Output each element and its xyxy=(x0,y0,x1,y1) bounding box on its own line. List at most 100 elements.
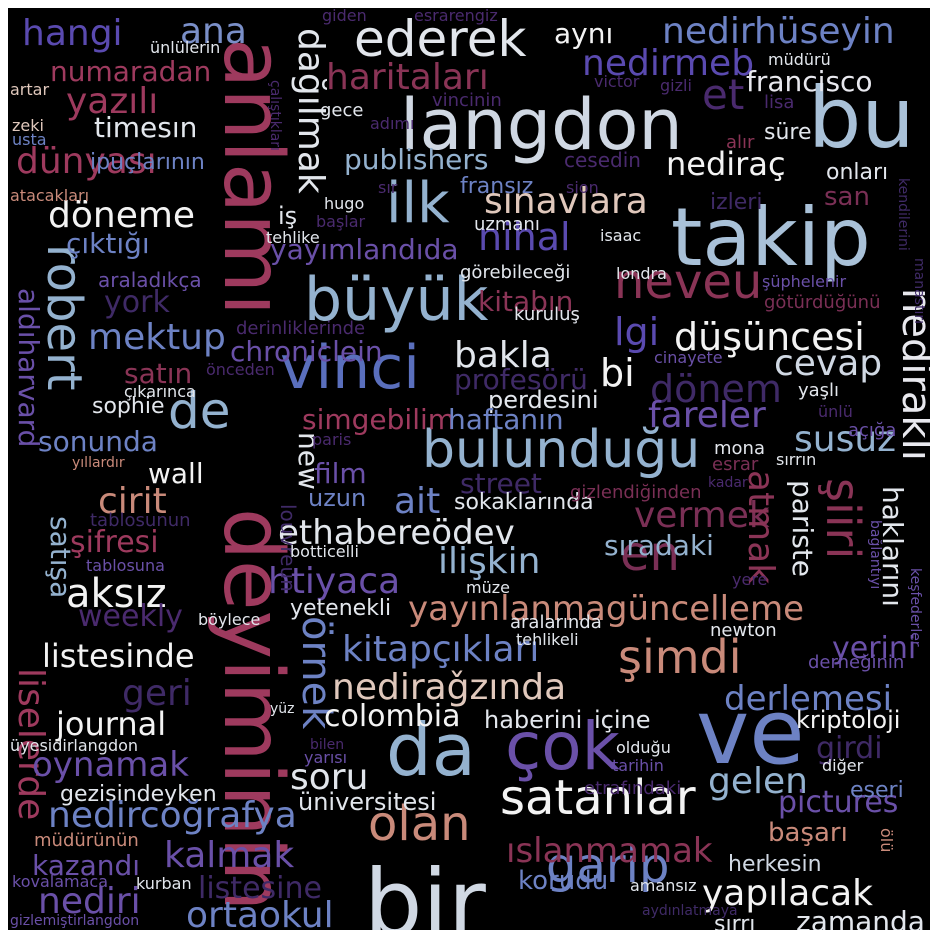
cloud-word: cevap xyxy=(774,343,883,384)
cloud-word: perdesini xyxy=(488,386,599,414)
cloud-word: nedirhüseyin xyxy=(662,11,895,52)
cloud-word: zeki xyxy=(12,116,44,135)
cloud-word: bu xyxy=(808,69,915,167)
cloud-word: sion xyxy=(566,178,599,197)
cloud-word: esrarengiz xyxy=(414,8,498,25)
cloud-word: götürdüğünü xyxy=(764,292,881,313)
cloud-word: takip xyxy=(671,191,871,284)
cloud-word: timesın xyxy=(94,111,198,144)
cloud-word: isaac xyxy=(600,226,642,245)
cloud-word: artar xyxy=(10,80,50,99)
cloud-word: ilk xyxy=(386,171,450,236)
cloud-word: sırrın xyxy=(776,450,817,469)
cloud-word: çıkarınca xyxy=(124,382,196,401)
cloud-word: garip xyxy=(546,838,670,894)
cloud-word: ünlü xyxy=(818,402,853,421)
cloud-word: publishers xyxy=(344,143,489,176)
cloud-word: yetenekli xyxy=(290,596,392,621)
cloud-word: görebileceği xyxy=(460,262,571,283)
cloud-word: usta xyxy=(12,130,47,149)
cloud-word: ilişkin xyxy=(438,541,541,582)
cloud-word: fareler xyxy=(648,395,766,436)
cloud-word: ederek xyxy=(354,10,527,68)
cloud-word: çok xyxy=(505,708,620,785)
cloud-word: kadar xyxy=(708,475,748,491)
cloud-word: ipuçlarının xyxy=(90,150,205,175)
cloud-word: york xyxy=(104,285,170,320)
cloud-word: ölü xyxy=(877,828,896,853)
cloud-word: kuruluş xyxy=(514,304,580,325)
cloud-word: nedircoğrafya xyxy=(48,795,297,836)
cloud-word: bilen xyxy=(310,737,345,753)
cloud-word: de xyxy=(168,382,231,440)
cloud-word: tehlike xyxy=(266,228,320,247)
cloud-word: haklarını xyxy=(876,486,909,607)
cloud-word: müdürünün xyxy=(34,830,139,851)
cloud-word: ıslanmamak xyxy=(506,831,713,871)
cloud-word: kalmak xyxy=(164,835,295,876)
cloud-word: nedirmeb xyxy=(582,43,755,84)
cloud-word: nediraç xyxy=(666,145,786,183)
cloud-word: ethabereödev xyxy=(278,513,515,553)
cloud-word: dağılmak xyxy=(290,28,331,194)
cloud-word: langdon xyxy=(400,84,683,166)
cloud-word: önceden xyxy=(206,360,275,379)
cloud-word: üniversitesi xyxy=(298,788,437,816)
cloud-word: ünlülerin xyxy=(150,38,221,57)
cloud-word: anlamı xyxy=(205,38,300,316)
cloud-word: etrafındaki xyxy=(584,778,682,799)
cloud-word: olan xyxy=(368,796,471,852)
cloud-word: alır xyxy=(726,132,755,153)
cloud-word: botticelli xyxy=(290,542,359,561)
cloud-word: atmak xyxy=(740,470,781,585)
cloud-word: izleri xyxy=(710,190,763,215)
cloud-word: gezisindeyken xyxy=(60,782,217,807)
cloud-word: dünyası xyxy=(16,141,157,182)
cloud-word: korudu xyxy=(518,866,609,896)
cloud-word: araladıkça xyxy=(98,268,202,292)
cloud-word: listesinde xyxy=(42,637,195,675)
cloud-word: çıktığı xyxy=(66,227,150,260)
cloud-word: eseri xyxy=(850,778,904,803)
cloud-word: sır xyxy=(378,178,398,197)
cloud-word: yaşlı xyxy=(798,380,840,401)
cloud-word: dönem xyxy=(650,367,782,411)
cloud-word: bakla xyxy=(454,335,552,376)
cloud-word: yıllardır xyxy=(72,455,125,471)
cloud-word: satışa xyxy=(44,516,77,599)
cloud-word: et xyxy=(702,70,745,119)
cloud-word: lisa xyxy=(764,92,795,113)
cloud-word: sıradaki xyxy=(604,529,714,562)
cloud-word: derinliklerinde xyxy=(236,318,366,339)
cloud-word: francisco xyxy=(746,65,873,98)
cloud-word: san xyxy=(824,182,870,212)
cloud-word: simgebilim xyxy=(302,403,456,436)
cloud-word: başarı xyxy=(768,818,848,848)
cloud-word: numaradan xyxy=(50,55,212,88)
cloud-word: atacakları xyxy=(10,186,90,205)
cloud-word: neveu xyxy=(614,254,763,310)
cloud-word: kazandı xyxy=(32,849,141,882)
cloud-word: tablosunun xyxy=(90,510,191,531)
cloud-word: new xyxy=(292,432,325,490)
cloud-word: satın xyxy=(124,357,193,390)
cloud-word: wall xyxy=(148,457,204,490)
cloud-word: vinci xyxy=(280,333,420,403)
cloud-word: uzun xyxy=(308,484,367,512)
cloud-word: yere xyxy=(732,570,768,589)
cloud-word: böylece xyxy=(198,610,261,629)
cloud-word: nediraklı xyxy=(893,288,930,461)
cloud-word: soru xyxy=(290,757,369,798)
cloud-word: robert xyxy=(36,244,92,391)
cloud-word: manastırı xyxy=(911,258,927,324)
cloud-word: gece xyxy=(320,100,364,121)
cloud-word: en xyxy=(620,526,680,582)
cloud-word: giden xyxy=(322,8,367,25)
cloud-word: ortaokul xyxy=(186,895,334,931)
cloud-word: tablosuna xyxy=(86,556,165,575)
cloud-word: pictures xyxy=(778,785,899,820)
cloud-word: deyiminin xyxy=(205,508,300,912)
cloud-word: vincinin xyxy=(432,90,502,111)
cloud-word: şiiri xyxy=(816,478,870,560)
cloud-word: üyesidirlangdon xyxy=(10,736,139,755)
